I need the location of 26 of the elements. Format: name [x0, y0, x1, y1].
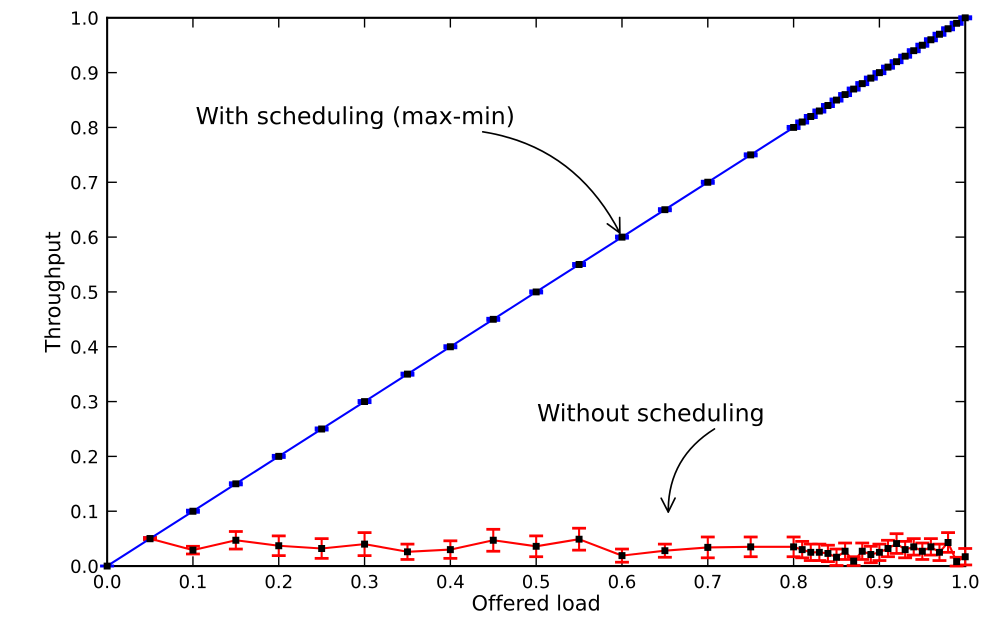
y-tick-label: 0.9 [71, 66, 98, 80]
y-tick-label: 0.2 [71, 450, 97, 464]
y-tick-label: 0.3 [71, 395, 98, 409]
x-tick-label: 0.8 [780, 574, 807, 588]
y-tick-label: 0.4 [71, 340, 98, 354]
y-axis-title: Throughput [44, 232, 65, 352]
x-tick-label: 0.2 [266, 574, 292, 588]
x-tick-label: 0.3 [351, 574, 378, 588]
x-tick-label: 0.4 [437, 574, 464, 588]
x-tick-label: 1.0 [952, 574, 978, 588]
y-tick-label: 0.8 [71, 120, 98, 135]
x-tick-label: 0.1 [180, 574, 206, 588]
y-tick-label: 1.0 [72, 11, 98, 25]
y-tick-label: 0.7 [71, 176, 98, 190]
annotation: Without scheduling [538, 403, 762, 426]
x-axis-title: Offered load [472, 594, 599, 611]
y-tick-label: 0.0 [71, 560, 98, 574]
x-tick-label: 0.6 [608, 574, 636, 588]
y-tick-label: 0.6 [71, 230, 98, 244]
y-tick-label: 0.1 [71, 504, 98, 518]
x-tick-label: 0.0 [94, 574, 120, 588]
x-tick-label: 0.7 [694, 574, 721, 588]
annotation: With scheduling (max-min) [196, 106, 513, 130]
x-tick-label: 0.9 [866, 574, 892, 588]
x-tick-label: 0.5 [523, 574, 549, 588]
y-tick-label: 0.5 [71, 285, 98, 300]
